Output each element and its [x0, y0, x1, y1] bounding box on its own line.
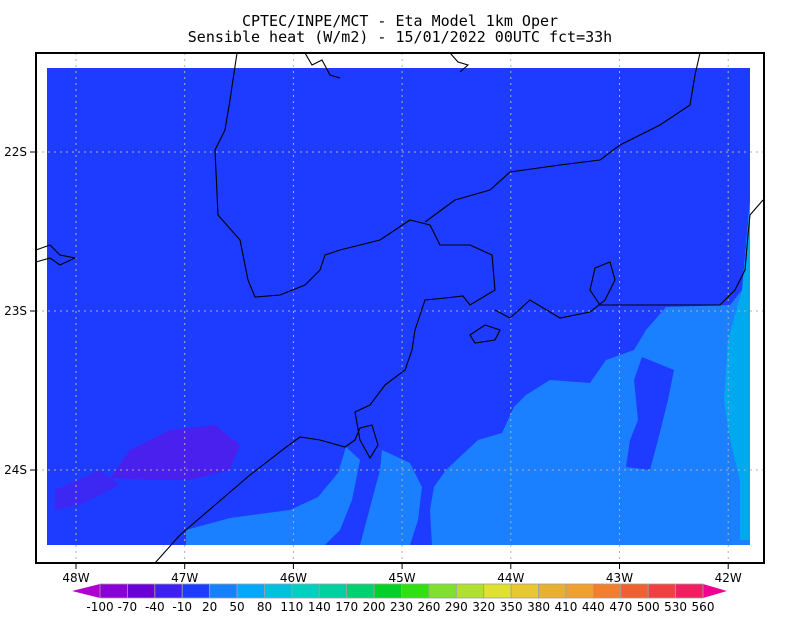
colorbar-label: 500	[637, 600, 660, 614]
colorbar-label: 440	[582, 600, 605, 614]
map-frame	[35, 52, 765, 564]
top-feature	[304, 52, 341, 79]
colorbar-box	[483, 583, 512, 599]
lat-tick-label: 22S	[4, 145, 27, 159]
field-purple-patch	[110, 425, 240, 480]
colorbar-label: 170	[335, 600, 358, 614]
colorbar-box	[510, 583, 539, 599]
colorbar-label: 320	[472, 600, 495, 614]
lon-tick-label: 42W	[715, 571, 742, 585]
chart-subtitle: Sensible heat (W/m2) - 15/01/2022 00UTC …	[187, 28, 613, 46]
colorbar-box	[538, 583, 567, 599]
coastline	[35, 52, 764, 564]
colorbar-label: 50	[229, 600, 244, 614]
colorbar-label: 200	[363, 600, 386, 614]
colorbar-over-triangle	[703, 584, 727, 598]
colorbar-box	[620, 583, 649, 599]
colorbar-label: 560	[692, 600, 715, 614]
colorbar-box	[428, 583, 457, 599]
field-dark-band	[325, 447, 382, 545]
colorbar-label: 410	[555, 600, 578, 614]
field-offshore	[186, 280, 750, 545]
colorbar-label: -100	[86, 600, 113, 614]
colorbar-label: 350	[500, 600, 523, 614]
lon-tick-label: 45W	[389, 571, 416, 585]
lon-tick-label: 46W	[280, 571, 307, 585]
axis-ticks: 48W 47W 46W 45W 44W 43W 42W 22S 23S 24S	[4, 145, 742, 585]
colorbar-box	[127, 583, 156, 599]
colorbar-label: 290	[445, 600, 468, 614]
lon-tick-label: 43W	[606, 571, 633, 585]
colorbar-label: 110	[280, 600, 303, 614]
field-dark-band-2	[410, 463, 434, 545]
field-purple-patch-2	[55, 470, 120, 510]
colorbar-under-triangle	[72, 584, 100, 598]
island	[469, 324, 501, 344]
colorbar-box	[318, 583, 348, 599]
colorbar-label: -40	[145, 600, 165, 614]
west-feature	[35, 244, 77, 266]
colorbar-label: 380	[527, 600, 550, 614]
colorbar-label: 260	[417, 600, 440, 614]
colorbar: -100 -70 -40 -10 20 50 80 110 140 170 200 230 260 290…	[72, 583, 727, 614]
colorbar-box	[647, 583, 676, 599]
lon-tick-label: 44W	[497, 571, 524, 585]
grid-lines	[36, 53, 764, 563]
coastline-main	[154, 52, 496, 564]
colorbar-label: 20	[202, 600, 217, 614]
colorbar-label: 470	[609, 600, 632, 614]
colorbar-box	[455, 583, 485, 599]
colorbar-box	[675, 583, 704, 599]
colorbar-label: -70	[118, 600, 138, 614]
colorbar-box	[346, 583, 375, 599]
colorbar-box	[291, 583, 320, 599]
colorbar-box	[592, 583, 622, 599]
field	[47, 68, 750, 545]
colorbar-label: 230	[390, 600, 413, 614]
colorbar-box	[236, 583, 265, 599]
state-border-ne	[424, 52, 701, 223]
colorbar-box	[209, 583, 238, 599]
colorbar-box	[264, 583, 293, 599]
colorbar-box	[154, 583, 183, 599]
lat-tick-label: 23S	[4, 304, 27, 318]
colorbar-box	[99, 583, 128, 599]
lat-tick-label: 24S	[4, 463, 27, 477]
coastline-east	[494, 199, 764, 319]
top-feature-2	[449, 52, 470, 73]
field-dark-oval	[626, 357, 674, 470]
field-far-offshore	[724, 200, 750, 540]
colorbar-box	[373, 583, 402, 599]
colorbar-box	[401, 583, 430, 599]
lon-tick-label: 48W	[62, 571, 89, 585]
colorbar-label: 140	[308, 600, 331, 614]
lon-tick-label: 47W	[171, 571, 198, 585]
chart-title: CPTEC/INPE/MCT - Eta Model 1km Oper	[241, 12, 559, 30]
colorbar-box	[181, 583, 211, 599]
colorbar-label: 80	[257, 600, 272, 614]
colorbar-label: 530	[664, 600, 687, 614]
colorbar-label: -10	[172, 600, 192, 614]
colorbar-box	[565, 583, 594, 599]
